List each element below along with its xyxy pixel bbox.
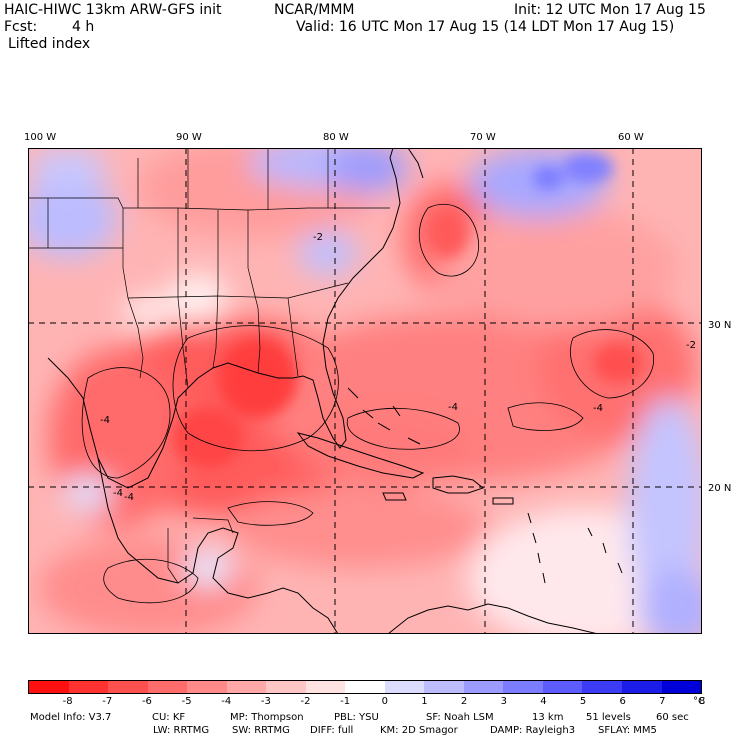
field-name: Lifted index <box>8 36 91 52</box>
colorbar-swatch <box>108 681 148 693</box>
model-info: Model Info: V3.7 <box>30 712 112 723</box>
lon-label: 100 W <box>24 132 57 143</box>
damp-option: DAMP: Rayleigh3 <box>490 725 576 736</box>
grid-spacing: 13 km <box>532 712 564 723</box>
colorbar-tick-label: -2 <box>300 696 311 707</box>
fcst-label: Fcst: <box>4 19 38 35</box>
contour-label: -2 <box>686 340 696 351</box>
mp-scheme: MP: Thompson <box>230 712 304 723</box>
colorbar-swatch <box>384 681 425 693</box>
colorbar-swatch <box>29 681 69 693</box>
time-step: 60 sec <box>656 712 689 723</box>
colorbar-tick-label: -7 <box>102 696 113 707</box>
colorbar-swatch <box>503 681 543 693</box>
lon-label: 80 W <box>323 132 349 143</box>
colorbar-swatch <box>424 681 464 693</box>
colorbar-tick-label: 4 <box>540 696 547 707</box>
km-option: KM: 2D Smagor <box>380 725 458 736</box>
lat-label: 30 N <box>708 320 732 331</box>
contour-label: -4 <box>100 415 110 426</box>
contour-label: -4 <box>113 488 123 499</box>
lw-scheme: LW: RRTMG <box>153 725 210 736</box>
vertical-levels: 51 levels <box>586 712 631 723</box>
colorbar <box>28 680 702 694</box>
cu-scheme: CU: KF <box>152 712 186 723</box>
colorbar-tick-label: -4 <box>221 696 232 707</box>
valid-time: Valid: 16 UTC Mon 17 Aug 15 (14 LDT Mon … <box>296 19 675 35</box>
sw-scheme: SW: RRTMG <box>232 725 290 736</box>
coastlines <box>47 148 623 634</box>
init-time: Init: 12 UTC Mon 17 Aug 15 <box>514 2 706 18</box>
center-name: NCAR/MMM <box>274 2 355 18</box>
colorbar-tick-label: 3 <box>500 696 507 707</box>
colorbar-tick-label: 8 <box>698 696 706 707</box>
colorbar-tick-label: -6 <box>141 696 152 707</box>
colorbar-unit: °C <box>693 696 705 707</box>
state-borders <box>28 148 390 584</box>
lon-label: 70 W <box>470 132 496 143</box>
colorbar-swatch <box>305 681 346 693</box>
contour-label: -2 <box>313 232 323 243</box>
contour-label: -4 <box>448 402 458 413</box>
lat-label: 20 N <box>708 483 732 494</box>
shaded-field <box>28 148 702 634</box>
diff-option: DIFF: full <box>310 725 354 736</box>
colorbar-swatch <box>226 681 267 693</box>
contour-label: -4 <box>593 403 603 414</box>
colorbar-tick-label: -5 <box>181 696 192 707</box>
colorbar-tick-label: -8 <box>62 696 73 707</box>
pbl-scheme: PBL: YSU <box>334 712 379 723</box>
colorbar-tick-label: 1 <box>421 696 428 707</box>
colorbar-tick-label: 0 <box>381 696 388 707</box>
colorbar-swatch <box>266 681 306 693</box>
colorbar-swatch <box>345 681 385 693</box>
colorbar-tick-label: -3 <box>260 696 271 707</box>
colorbar-swatch <box>661 681 702 693</box>
colorbar-swatch <box>463 681 504 693</box>
contour-value-labels: -2 -4 -4 -4 -4 -2 -4 <box>100 232 696 503</box>
colorbar-tick-label: 2 <box>460 696 468 707</box>
lifted-index-map: -2 -4 -4 -4 -4 -2 -4 <box>28 148 702 634</box>
lon-label: 90 W <box>176 132 202 143</box>
colorbar-tick-label: 7 <box>659 696 666 707</box>
graticule <box>28 148 702 634</box>
colorbar-swatch <box>68 681 109 693</box>
map-title: HAIC-HIWC 13km ARW-GFS init <box>4 2 222 18</box>
sflay-scheme: SFLAY: MM5 <box>598 725 657 736</box>
colorbar-tick-label: 5 <box>579 696 587 707</box>
colorbar-swatch <box>147 681 188 693</box>
lon-label: 60 W <box>618 132 644 143</box>
colorbar-tick-label: 6 <box>619 696 626 707</box>
fcst-value: 4 h <box>72 19 95 35</box>
colorbar-swatch <box>187 681 227 693</box>
colorbar-tick-label: -1 <box>340 696 351 707</box>
colorbar-swatch <box>621 681 662 693</box>
contour-label: -4 <box>124 492 134 503</box>
contour-lines <box>81 203 655 604</box>
colorbar-swatch <box>542 681 583 693</box>
colorbar-swatch <box>582 681 622 693</box>
sf-scheme: SF: Noah LSM <box>426 712 494 723</box>
